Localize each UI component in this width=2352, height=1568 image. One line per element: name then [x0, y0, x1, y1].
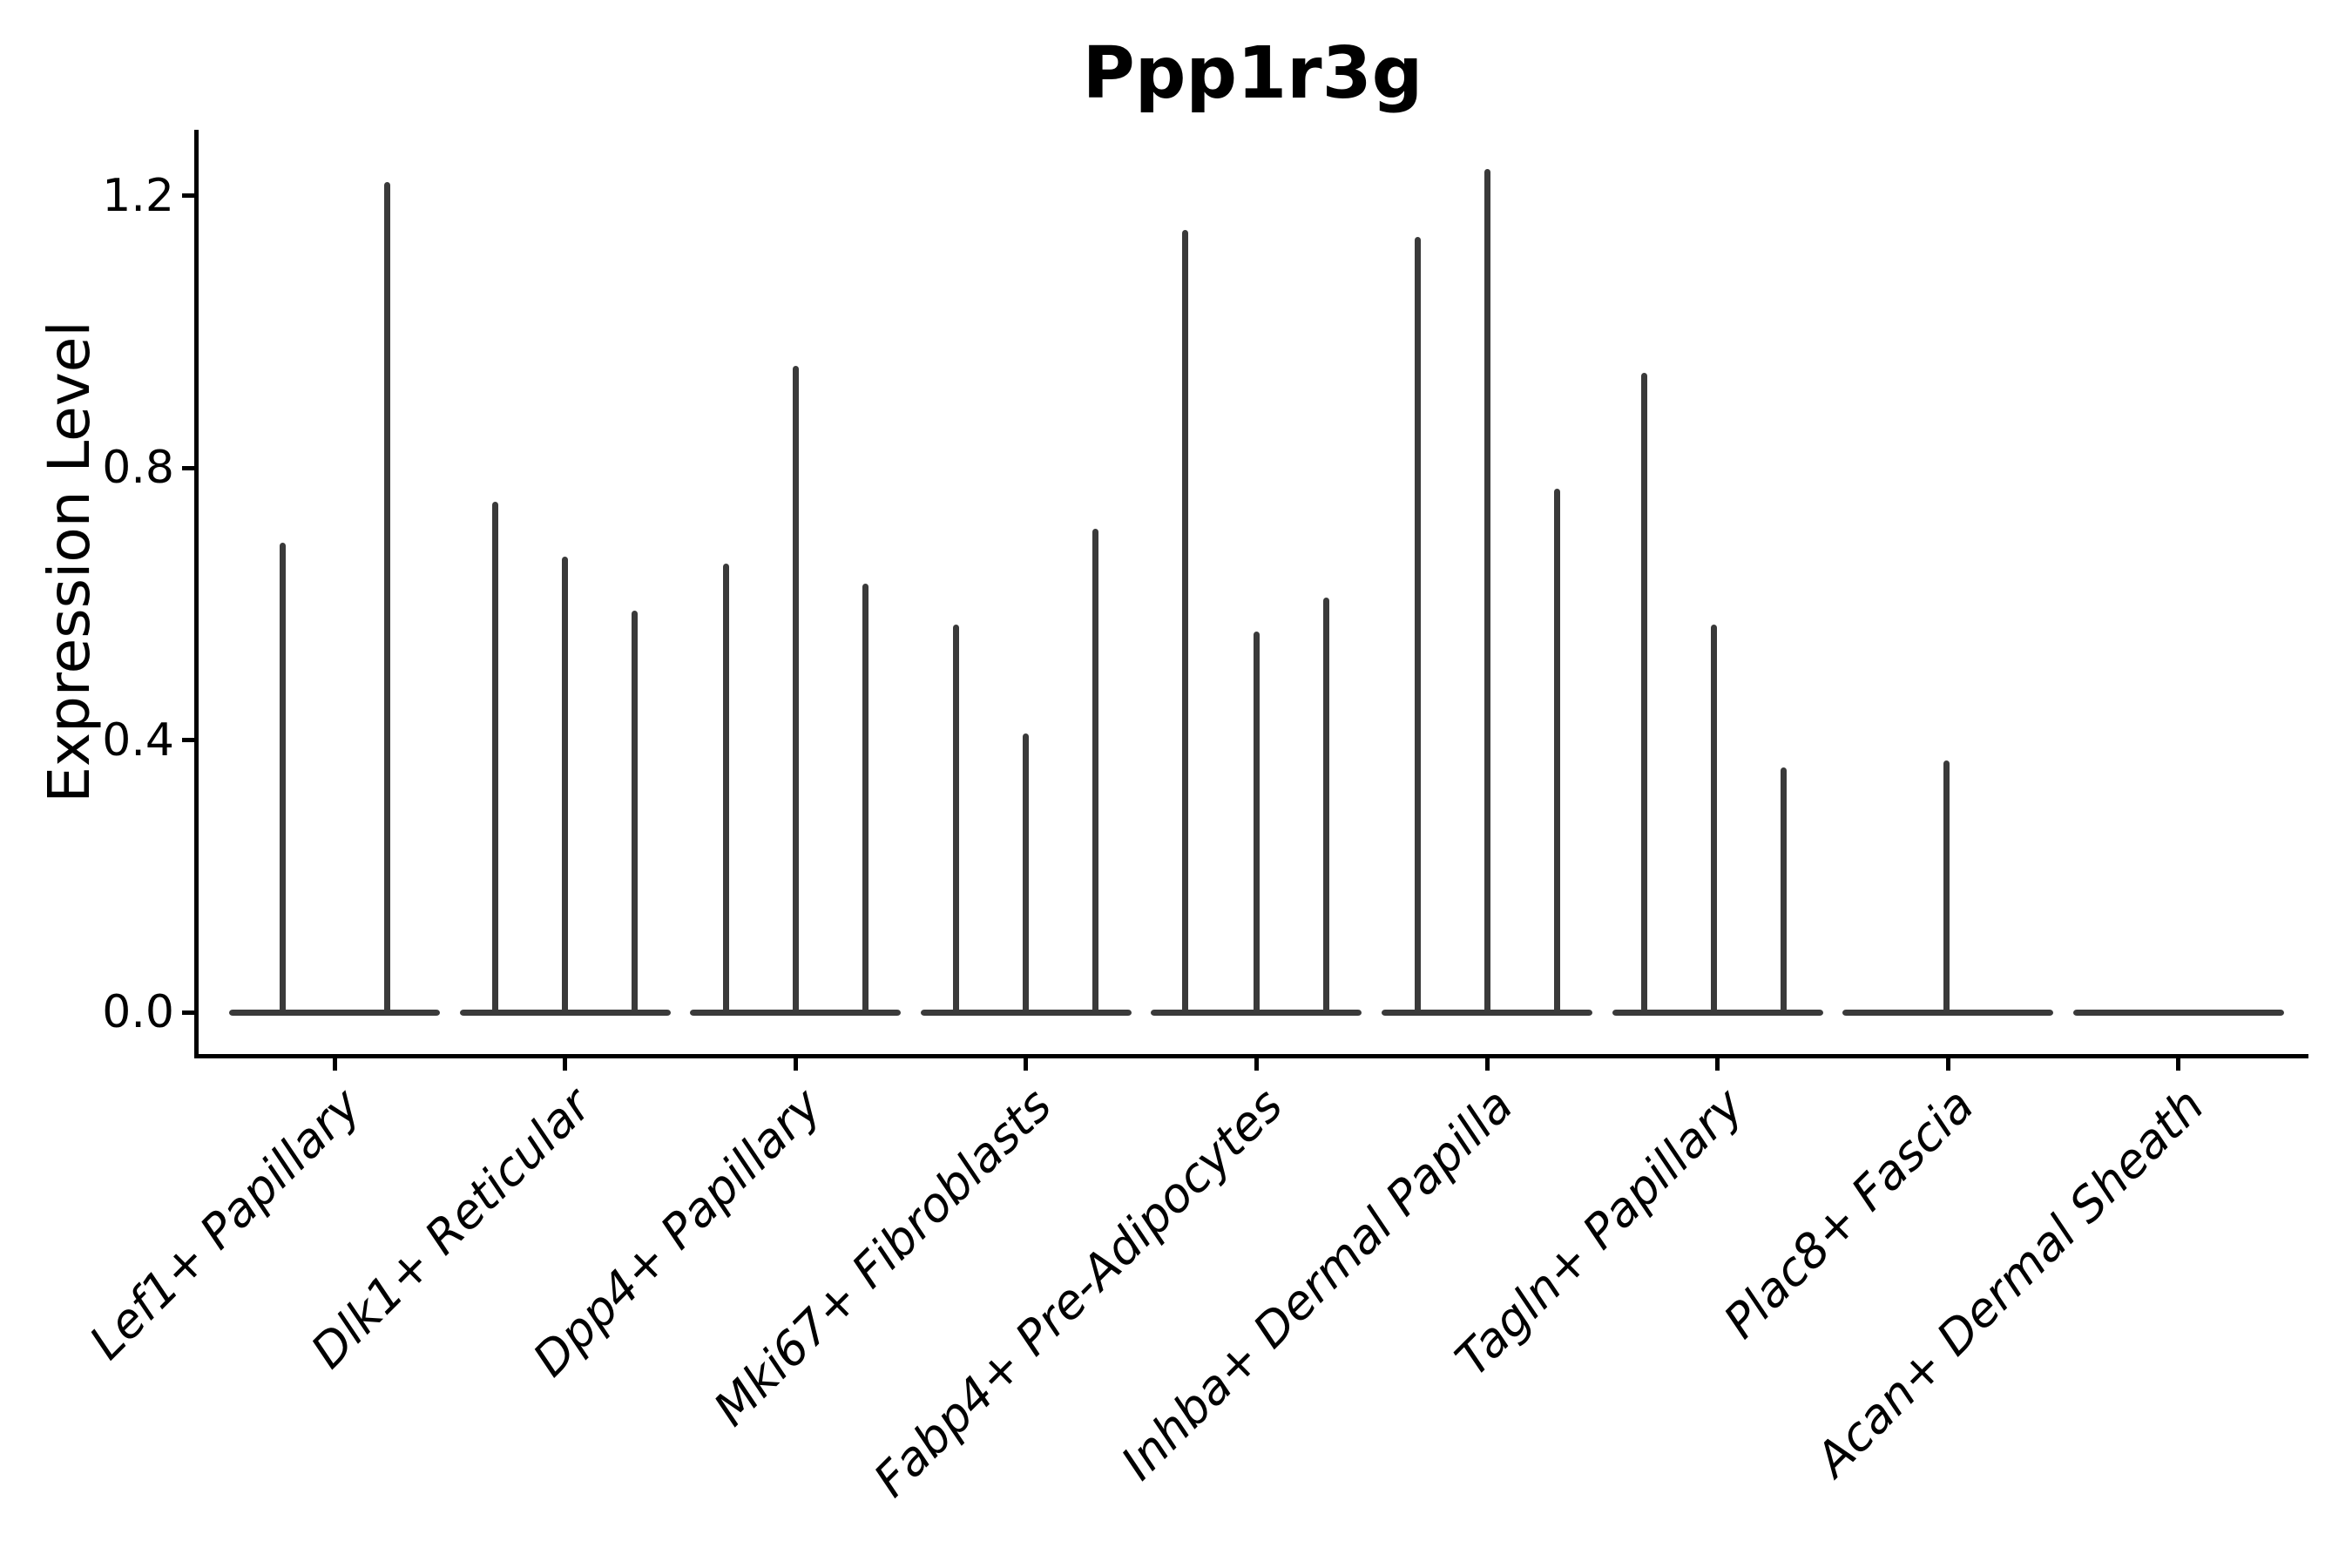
violin-spike: [1092, 529, 1099, 1014]
violin-spike: [1322, 597, 1329, 1014]
violin-spike: [1943, 760, 1950, 1014]
y-tick-label: 0.4: [102, 713, 174, 767]
violin-base: [1612, 1009, 1823, 1016]
x-tick-mark: [2176, 1058, 2181, 1071]
y-tick-mark: [182, 193, 194, 199]
x-tick-mark: [1715, 1058, 1720, 1071]
violin-spike: [1484, 168, 1490, 1014]
violin-spike: [562, 556, 569, 1014]
violin-base: [2072, 1009, 2284, 1016]
violin-spike: [1253, 631, 1260, 1014]
x-tick-mark: [793, 1058, 798, 1071]
y-tick-mark: [182, 465, 194, 470]
x-tick-label: Inhba+ Dermal Papilla: [1110, 1078, 1524, 1490]
violin-spike: [1641, 372, 1648, 1014]
x-tick-label: Acan+ Dermal Sheath: [1805, 1078, 2215, 1487]
y-tick-mark: [182, 738, 194, 743]
y-tick-mark: [182, 1010, 194, 1015]
x-tick-label: Fabp4+ Pre-Adipocytes: [862, 1078, 1294, 1508]
violin-spike: [1711, 624, 1718, 1014]
x-axis-spine: [194, 1054, 2308, 1058]
y-tick-label: 0.8: [102, 442, 174, 495]
x-tick-mark: [1254, 1058, 1259, 1071]
violin-spike: [792, 366, 799, 1014]
violin-spike: [1553, 488, 1560, 1014]
x-tick-mark: [563, 1058, 568, 1071]
x-tick-label: Plac8+ Fascia: [1713, 1078, 1984, 1349]
x-tick-mark: [332, 1058, 337, 1071]
chart-title: Ppp1r3g: [1082, 32, 1423, 115]
x-tick-mark: [1024, 1058, 1029, 1071]
y-axis-spine: [194, 130, 199, 1058]
violin-spike: [632, 611, 639, 1014]
violin-spike: [1023, 733, 1030, 1014]
violin-spike: [383, 182, 390, 1014]
violin-spike: [1181, 229, 1188, 1014]
x-tick-mark: [1945, 1058, 1950, 1071]
y-axis-title: Expression Level: [36, 321, 103, 803]
violin-spike: [1414, 236, 1421, 1014]
violin-spike: [862, 583, 868, 1014]
violin-spike: [1781, 767, 1788, 1014]
violin-spike: [953, 624, 960, 1014]
x-tick-mark: [1484, 1058, 1490, 1071]
violin-spike: [492, 502, 499, 1014]
y-tick-label: 0.0: [102, 986, 174, 1038]
violin-base: [229, 1009, 440, 1016]
y-tick-label: 1.2: [102, 169, 174, 222]
violin-spike: [722, 563, 729, 1014]
violin-spike: [279, 543, 286, 1014]
